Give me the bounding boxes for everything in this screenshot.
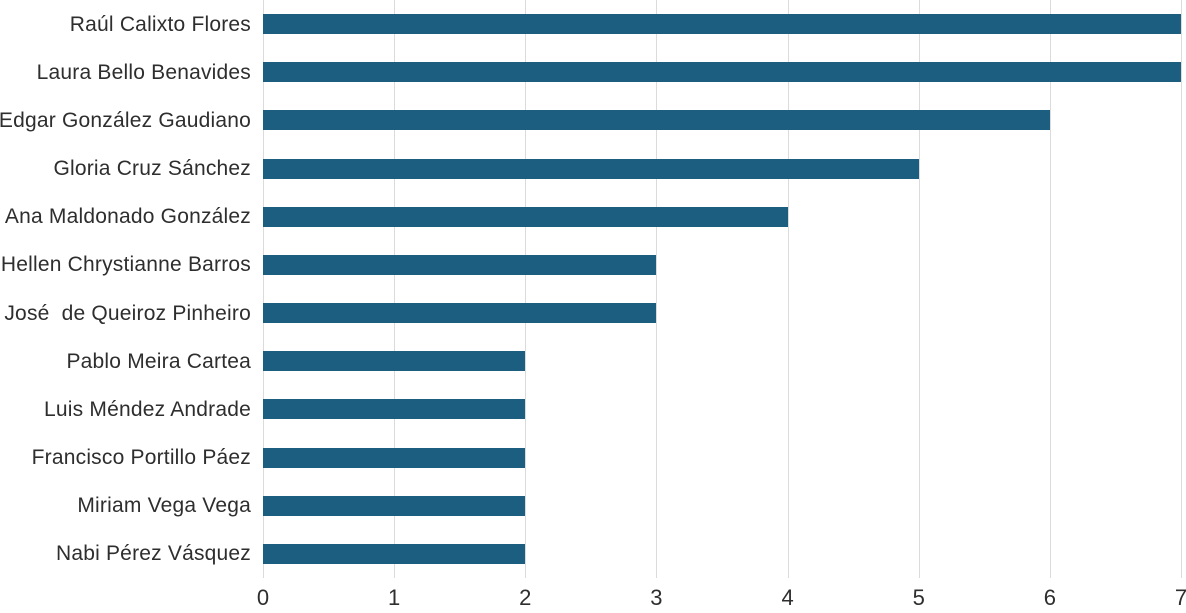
gridline-x-7 xyxy=(1181,0,1182,578)
category-label-row: Laura Bello Benavides xyxy=(0,48,251,96)
bar-rows xyxy=(263,0,1181,578)
bar-8 xyxy=(263,351,526,372)
bar-7 xyxy=(263,303,657,324)
bar-row xyxy=(263,0,1181,48)
bar-5 xyxy=(263,206,788,227)
bar-row xyxy=(263,482,1181,530)
bar-row xyxy=(263,289,1181,337)
bar-row xyxy=(263,385,1181,433)
bar-12 xyxy=(263,543,526,564)
x-tick-label-4: 4 xyxy=(781,585,794,610)
x-tick-label-6: 6 xyxy=(1043,585,1056,610)
bar-4 xyxy=(263,158,919,179)
x-tick-label-0: 0 xyxy=(256,585,270,610)
category-label-row: José de Queiroz Pinheiro xyxy=(0,289,251,337)
bar-row xyxy=(263,96,1181,144)
bar-11 xyxy=(263,495,526,516)
x-axis: 0 1 2 3 4 5 6 7 xyxy=(0,586,1186,613)
bar-row xyxy=(263,193,1181,241)
category-label: Gloria Cruz Sánchez xyxy=(53,157,251,181)
category-label: Ana Maldonado González xyxy=(4,205,251,229)
bar-6 xyxy=(263,254,657,275)
bar-row xyxy=(263,530,1181,578)
category-label: Laura Bello Benavides xyxy=(36,60,251,84)
category-label-row: Luis Méndez Andrade xyxy=(0,385,251,433)
category-label: Miriam Vega Vega xyxy=(77,494,251,518)
category-label-row: Hellen Chrystianne Barros xyxy=(0,241,251,289)
category-label: Nabi Pérez Vásquez xyxy=(55,542,251,566)
bar-row xyxy=(263,48,1181,96)
bar-10 xyxy=(263,447,526,468)
x-tick-label-5: 5 xyxy=(912,585,925,610)
category-label-row: Pablo Meira Cartea xyxy=(0,337,251,385)
x-tick-label-1: 1 xyxy=(388,585,401,610)
category-label: Edgar González Gaudiano xyxy=(0,108,251,132)
category-label: Francisco Portillo Páez xyxy=(31,446,251,470)
bar-row xyxy=(263,337,1181,385)
bar-3 xyxy=(263,110,1050,131)
plot-area xyxy=(263,0,1182,578)
category-label-row: Gloria Cruz Sánchez xyxy=(0,145,251,193)
x-tick-label-7: 7 xyxy=(1174,585,1186,610)
category-label-row: Francisco Portillo Páez xyxy=(0,434,251,482)
category-label-row: Nabi Pérez Vásquez xyxy=(0,530,251,578)
category-axis: Raúl Calixto Flores Laura Bello Benavides… xyxy=(0,0,251,578)
bar-9 xyxy=(263,399,526,420)
bar-row xyxy=(263,145,1181,193)
bar-row xyxy=(263,434,1181,482)
x-tick-label-2: 2 xyxy=(519,585,532,610)
category-label-row: Edgar González Gaudiano xyxy=(0,96,251,144)
bar-row xyxy=(263,241,1181,289)
bar-2 xyxy=(263,62,1181,83)
bar-1 xyxy=(263,14,1181,35)
category-label: Hellen Chrystianne Barros xyxy=(0,253,251,277)
category-label: Luis Méndez Andrade xyxy=(44,397,251,421)
x-tick-label-3: 3 xyxy=(650,585,663,610)
category-label: Pablo Meira Cartea xyxy=(66,349,251,373)
category-label-row: Ana Maldonado González xyxy=(0,193,251,241)
category-label-row: Miriam Vega Vega xyxy=(0,482,251,530)
category-label-row: Raúl Calixto Flores xyxy=(0,0,251,48)
category-label: Raúl Calixto Flores xyxy=(69,12,251,36)
category-label: José de Queiroz Pinheiro xyxy=(4,301,251,325)
